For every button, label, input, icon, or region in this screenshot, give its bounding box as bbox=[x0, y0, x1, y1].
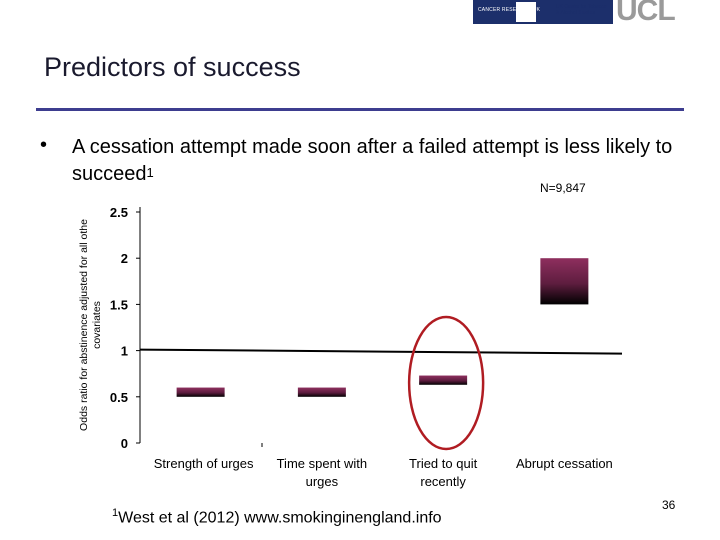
x-tick-label: Strength of urges bbox=[154, 456, 254, 471]
y-tick-label: 1 bbox=[121, 344, 128, 359]
cancer-research-logo bbox=[473, 0, 613, 24]
x-tick-label: Abrupt cessation bbox=[516, 456, 613, 471]
y-tick-label: 2.5 bbox=[110, 205, 128, 220]
x-tick-label: Tried to quit recently bbox=[409, 456, 478, 489]
bar-2 bbox=[419, 375, 468, 385]
y-axis-label-line1: Odds ratio for abstinence adjusted for a… bbox=[78, 219, 90, 431]
page-number: 36 bbox=[662, 498, 676, 512]
bullet-marker: • bbox=[40, 134, 48, 156]
reference-line bbox=[139, 348, 623, 355]
partner-logo-icon bbox=[516, 2, 536, 22]
bullet-superscript: 1 bbox=[146, 165, 154, 180]
bar-3 bbox=[540, 258, 589, 305]
footnote-text: West et al (2012) www.smokinginengland.i… bbox=[118, 509, 442, 527]
logo-text: CANCER RESEARCH UK bbox=[478, 7, 541, 13]
x-tick-label: Time spent with urges bbox=[277, 456, 368, 489]
y-tick-label: 2 bbox=[121, 251, 128, 266]
bullet-point: A cessation attempt made soon after a fa… bbox=[72, 134, 682, 188]
y-tick-label: 0 bbox=[121, 436, 128, 451]
sample-size-annotation: N=9,847 bbox=[540, 181, 586, 195]
partner-logo-text: UK Centre for Tobacco & Alcohol Studies bbox=[556, 4, 607, 16]
bar-0 bbox=[176, 387, 225, 397]
ucl-logo: UCL bbox=[616, 0, 676, 27]
slide-title: Predictors of success bbox=[44, 52, 301, 82]
bullet-text: A cessation attempt made soon after a fa… bbox=[72, 136, 673, 185]
highlight-ellipse bbox=[407, 315, 485, 451]
bar-1 bbox=[297, 387, 346, 397]
footnote: 1West et al (2012) www.smokinginengland.… bbox=[112, 507, 442, 527]
footnote-superscript: 1 bbox=[112, 507, 119, 519]
y-tick-label: 1.5 bbox=[110, 297, 128, 312]
title-divider bbox=[36, 108, 684, 111]
y-tick-label: 0.5 bbox=[110, 390, 128, 405]
y-axis-label-line2: covariates bbox=[91, 301, 103, 349]
